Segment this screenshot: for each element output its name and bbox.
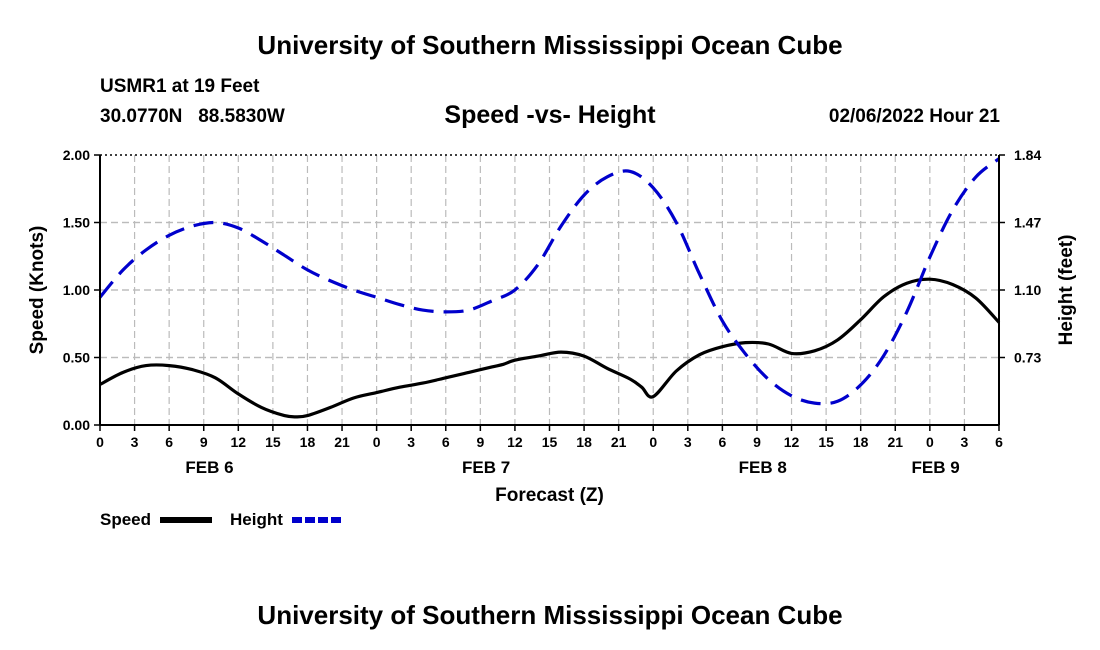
y-tick-label: 0.00 — [63, 417, 90, 433]
x-tick-label: 3 — [684, 434, 692, 450]
x-tick-label: 6 — [718, 434, 726, 450]
x-tick-label: 9 — [476, 434, 484, 450]
x-tick-label: 0 — [926, 434, 934, 450]
x-tick-label: 12 — [784, 434, 800, 450]
chart-subtitle: Speed -vs- Height — [444, 101, 656, 129]
x-tick-label: 21 — [887, 434, 903, 450]
chart-title: University of Southern Mississippi Ocean… — [257, 30, 843, 60]
x-tick-label: 6 — [995, 434, 1003, 450]
chart-legend: Speed Height — [100, 510, 342, 529]
x-tick-label: 6 — [442, 434, 450, 450]
y-tick-label: 1.50 — [63, 215, 90, 231]
y2-axis-title: Height (feet) — [1056, 235, 1077, 346]
x-axis-title: Forecast (Z) — [495, 485, 604, 506]
y-tick-label: 0.50 — [63, 350, 90, 366]
series-line-speed — [99, 277, 1001, 419]
footer-title: University of Southern Mississippi Ocean… — [257, 600, 843, 630]
x-tick-label: 0 — [96, 434, 104, 450]
forecast-datetime: 02/06/2022 Hour 21 — [828, 106, 1000, 127]
x-tick-label: 18 — [576, 434, 592, 450]
x-tick-label: 21 — [334, 434, 350, 450]
y2-tick-label: 1.84 — [1014, 147, 1041, 163]
y2-tick-label: 0.73 — [1014, 350, 1041, 366]
x-tick-label: 15 — [265, 434, 281, 450]
series-lines — [98, 157, 1001, 419]
x-tick-label: 9 — [200, 434, 208, 450]
date-label: FEB 6 — [185, 458, 233, 477]
x-tick-label: 3 — [961, 434, 969, 450]
legend-label-speed: Speed — [100, 510, 151, 529]
x-tick-label: 6 — [165, 434, 173, 450]
chart-axes: 0 3 6 9 12 15 18 21 0 3 6 9 12 15 18 21 0 3 6 9 12 15 18 21 0 3 6 0… — [27, 147, 1077, 529]
x-tick-label: 3 — [131, 434, 139, 450]
x-tick-label: 18 — [853, 434, 869, 450]
y2-tick-label: 1.47 — [1014, 215, 1041, 231]
x-tick-label: 15 — [542, 434, 558, 450]
x-tick-label: 12 — [231, 434, 247, 450]
y-tick-label: 1.00 — [63, 282, 90, 298]
y-tick-label: 2.00 — [63, 147, 90, 163]
x-tick-label: 9 — [753, 434, 761, 450]
x-tick-label: 0 — [373, 434, 381, 450]
x-tick-label: 0 — [649, 434, 657, 450]
station-coordinates: 30.0770N 88.5830W — [100, 106, 285, 127]
series-line-height — [98, 157, 1001, 406]
x-tick-label: 21 — [611, 434, 627, 450]
grid-lines — [100, 155, 999, 425]
date-label: FEB 8 — [739, 458, 787, 477]
x-tick-label: 15 — [818, 434, 834, 450]
x-tick-label: 18 — [300, 434, 316, 450]
station-label: USMR1 at 19 Feet — [100, 76, 260, 97]
y2-tick-label: 1.10 — [1014, 282, 1041, 298]
x-tick-label: 12 — [507, 434, 523, 450]
date-label: FEB 9 — [912, 458, 960, 477]
x-tick-label: 3 — [407, 434, 415, 450]
date-label: FEB 7 — [462, 458, 510, 477]
legend-label-height: Height — [230, 510, 283, 529]
y-axis-title: Speed (Knots) — [27, 226, 48, 355]
